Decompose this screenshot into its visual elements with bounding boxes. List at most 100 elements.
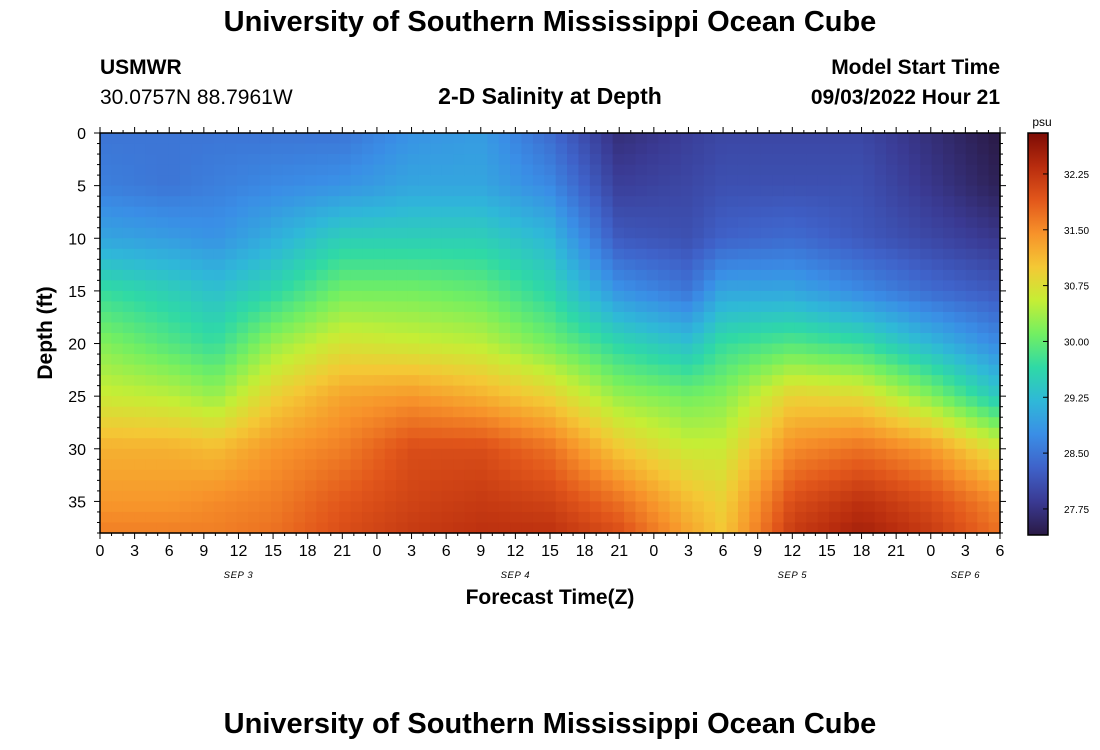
heatmap-cell [658,490,671,503]
heatmap-cell [897,133,910,145]
heatmap-cell [874,354,887,366]
heatmap-cell [851,459,864,471]
heatmap-cell [783,280,796,292]
heatmap-cell [202,185,215,197]
heatmap-cell [179,438,192,450]
heatmap-cell [168,459,181,471]
heatmap-cell [270,396,283,408]
heatmap-cell [943,217,956,229]
heatmap-cell [715,154,728,166]
heatmap-cell [737,133,750,145]
colorbar-unit: psu [1032,115,1051,129]
heatmap-cell [396,406,409,418]
heatmap-cell [475,175,488,187]
heatmap-cell [567,301,580,313]
heatmap-cell [248,490,261,503]
heatmap-cell [806,333,819,345]
heatmap-cell [635,238,648,250]
heatmap-cell [362,311,375,324]
heatmap-cell [863,354,876,366]
heatmap-cell [191,375,204,387]
heatmap-cell [259,206,272,218]
heatmap-cell [202,480,215,492]
heatmap-cell [179,490,192,503]
heatmap-cell [134,406,147,418]
heatmap-cell [624,259,637,271]
colorbar-tick-label: 29.25 [1064,393,1089,404]
heatmap-cell [931,238,944,250]
heatmap-cell [100,417,112,429]
heatmap-cell [145,522,158,534]
heatmap-cell [783,490,796,503]
heatmap-cell [453,133,466,145]
heatmap-cell [544,448,557,460]
heatmap-cell [954,269,967,281]
heatmap-cell [624,311,637,324]
heatmap-cell [806,280,819,292]
heatmap-cell [521,196,534,208]
heatmap-cell [475,333,488,345]
heatmap-cell [703,480,716,492]
heatmap-cell [544,396,557,408]
heatmap-cell [681,269,693,281]
heatmap-cell [624,154,637,166]
heatmap-cell [350,364,363,376]
heatmap-cell [350,133,363,145]
heatmap-cell [100,448,112,460]
heatmap-cell [100,427,112,439]
heatmap-cell [578,522,591,534]
heatmap-cell [851,196,864,208]
heatmap-cell [532,217,545,229]
heatmap-cell [874,175,887,187]
heatmap-cell [236,164,249,176]
heatmap-cell [806,143,819,155]
heatmap-cell [544,364,557,376]
heatmap-cell [179,448,192,460]
heatmap-cell [418,175,431,187]
heatmap-cell [635,164,648,176]
heatmap-cell [453,322,466,334]
heatmap-cell [624,406,637,418]
heatmap-cell [886,290,899,303]
heatmap-cell [327,448,340,460]
heatmap-cell [692,427,705,439]
heatmap-cell [692,206,705,218]
x-date-label: SEP 5 [778,570,808,581]
heatmap-cell [111,469,124,481]
heatmap-cell [362,375,375,387]
heatmap-cell [327,511,340,524]
heatmap-cell [703,511,716,524]
heatmap-cell [965,196,978,208]
heatmap-cell [692,448,705,460]
heatmap-cell [931,185,944,197]
heatmap-cell [794,469,807,481]
heatmap-cell [920,269,933,281]
heatmap-cell [168,322,181,334]
heatmap-cell [487,406,500,418]
heatmap-cell [418,396,431,408]
heatmap-cell [886,501,899,513]
heatmap-cell [943,438,956,450]
heatmap-cell [202,164,215,176]
heatmap-cell [293,427,306,439]
heatmap-cell [920,143,933,155]
heatmap-cell [487,269,500,281]
heatmap-cell [829,448,842,460]
heatmap-cell [760,333,773,345]
heatmap-cell [943,396,956,408]
heatmap-cell [783,259,796,271]
heatmap-cell [396,269,409,281]
heatmap-cell [567,259,580,271]
heatmap-cell [521,259,534,271]
heatmap-cell [384,301,397,313]
heatmap-cell [384,238,397,250]
heatmap-cell [521,501,534,513]
heatmap-cell [156,333,169,345]
heatmap-cell [658,196,671,208]
heatmap-cell [259,248,272,260]
heatmap-cell [339,469,352,481]
heatmap-cell [339,522,352,534]
heatmap-cell [726,522,739,534]
heatmap-cell [521,511,534,524]
